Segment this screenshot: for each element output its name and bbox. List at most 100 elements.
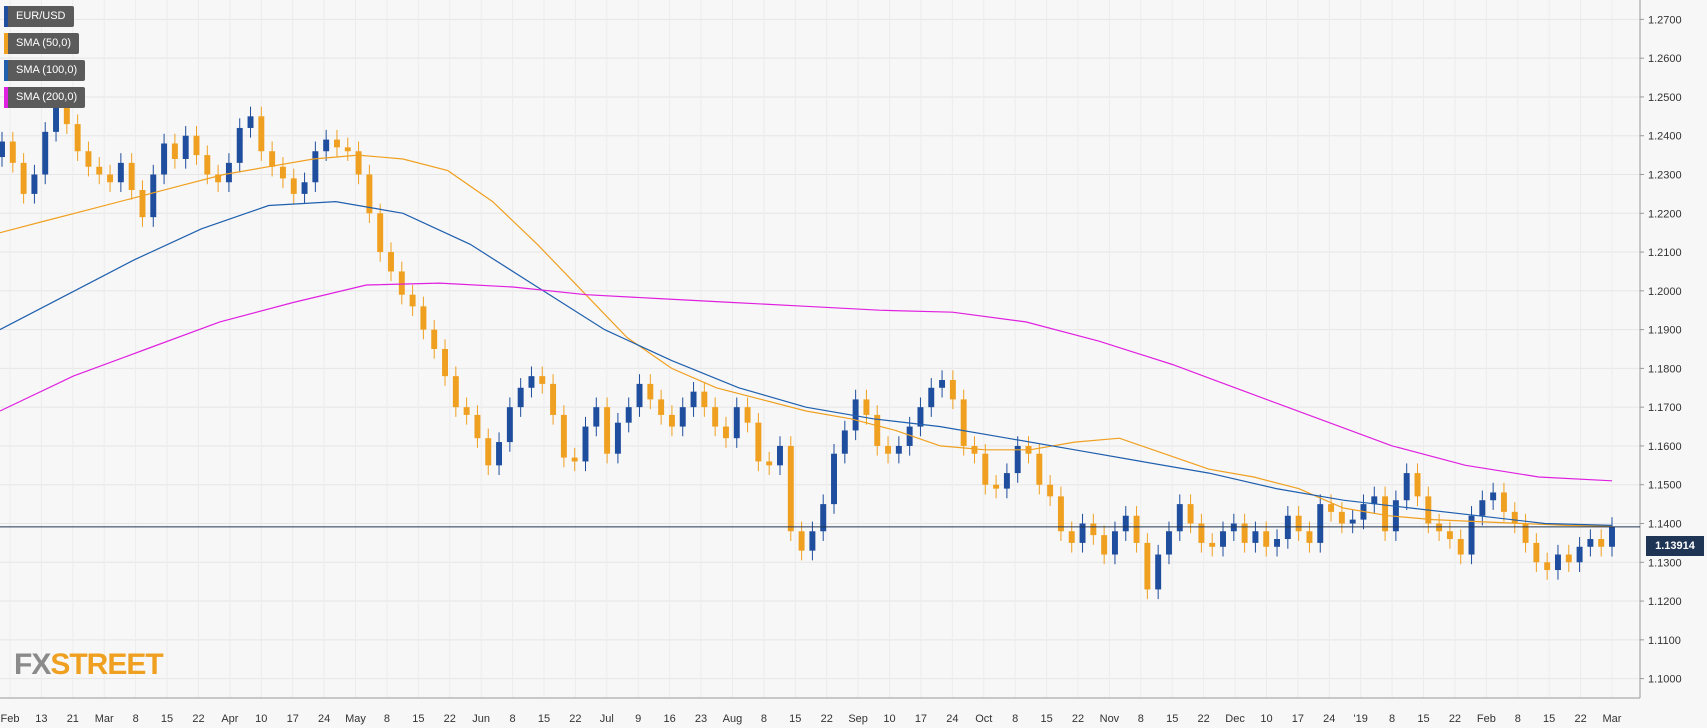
candle-body (1144, 542, 1151, 590)
candle-body (550, 383, 557, 415)
x-tick-label: 22 (569, 713, 581, 725)
candle-body (539, 376, 546, 384)
x-tick-label: 22 (1198, 713, 1210, 725)
candle-body (85, 151, 92, 167)
candle-body (1479, 500, 1486, 516)
candle-body (582, 426, 589, 462)
candle-body (1436, 523, 1443, 532)
candle-body (1382, 496, 1389, 532)
candle-body (420, 306, 427, 330)
current-price-tag: 1.13914 (1646, 536, 1704, 556)
candle-body (247, 116, 254, 128)
candle-body (463, 407, 470, 415)
candle-body (128, 162, 135, 191)
candle-body (53, 98, 59, 132)
legend-label: EUR/USD (16, 10, 66, 22)
candle-body (571, 457, 578, 462)
candle-body (1068, 531, 1075, 543)
x-tick-label: 22 (821, 713, 833, 725)
candle-body (690, 391, 697, 408)
legend-entry: SMA (50,0) (4, 33, 80, 54)
x-tick-label: 22 (192, 713, 204, 725)
candle-body (496, 442, 503, 466)
y-tick-label: 1.1400 (1648, 519, 1682, 531)
legend-swatch (4, 33, 8, 54)
legend-entry: EUR/USD (4, 6, 74, 27)
candle-body (971, 445, 978, 454)
candle-body (9, 141, 16, 163)
candle-body (1544, 562, 1551, 571)
legend-swatch (4, 60, 8, 81)
y-tick-label: 1.1900 (1648, 325, 1682, 337)
candle-body (787, 445, 794, 532)
candle-body (528, 376, 535, 388)
candle-body (279, 166, 286, 179)
x-tick-label: 24 (318, 713, 330, 725)
candle-body (236, 127, 243, 163)
y-tick-label: 1.1000 (1648, 674, 1682, 686)
x-tick-label: 8 (1515, 713, 1521, 725)
candle-body (1166, 531, 1172, 555)
candle-body (31, 174, 38, 194)
candle-body (355, 151, 362, 175)
candle-body (1295, 515, 1302, 532)
x-tick-label: 10 (883, 713, 895, 725)
x-tick-label: 17 (287, 713, 299, 725)
candle-body (269, 151, 276, 167)
candle-body (993, 484, 1000, 489)
candle-body (885, 445, 892, 454)
candle-body (182, 135, 189, 159)
x-tick-label: 24 (1323, 713, 1335, 725)
candle-body (1101, 535, 1108, 555)
candle-body (1392, 500, 1399, 532)
x-tick-label: 16 (664, 713, 676, 725)
candle-body (333, 139, 340, 148)
x-tick-label: 8 (1138, 713, 1144, 725)
candle-body (1241, 523, 1248, 543)
candle-body (939, 380, 946, 388)
candle-body (1555, 554, 1561, 571)
legend-label: SMA (200,0) (16, 91, 78, 103)
candle-body (377, 213, 384, 253)
candle-body (1284, 515, 1291, 540)
x-tick-label: Jul (600, 713, 614, 725)
x-tick-label: 8 (133, 713, 139, 725)
candle-body (117, 162, 124, 183)
x-tick-label: 8 (761, 713, 767, 725)
candle-body (215, 174, 222, 183)
candle-body (474, 414, 481, 439)
sma-100-line (0, 200, 1613, 526)
candle-body (398, 271, 405, 295)
candle-body (647, 383, 654, 400)
candle-body (193, 135, 200, 156)
fxstreet-logo: FXSTREET (14, 648, 164, 681)
candle-body (614, 422, 621, 454)
x-tick-label: 17 (1292, 713, 1304, 725)
candle-body (733, 407, 740, 439)
legend-swatch (4, 87, 8, 108)
candle-body (928, 387, 935, 408)
candle-body (388, 252, 394, 272)
x-tick-label: 24 (946, 713, 958, 725)
candle-body (841, 430, 848, 454)
candle-body (150, 174, 157, 218)
candle-body (560, 414, 567, 458)
candle-body (1187, 504, 1194, 524)
candle-body (1090, 523, 1097, 536)
x-tick-label: 22 (444, 713, 456, 725)
legend-label: SMA (100,0) (16, 64, 78, 76)
candle-body (679, 407, 686, 427)
candle-body (712, 407, 719, 427)
y-tick-label: 1.1700 (1648, 402, 1682, 414)
candle-body (301, 182, 308, 194)
x-tick-label: 13 (35, 713, 47, 725)
x-tick-label: 15 (161, 713, 173, 725)
x-tick-label: Aug (723, 713, 743, 725)
candle-body (1252, 531, 1259, 543)
candle-body (225, 162, 232, 183)
x-tick-label: 15 (538, 713, 550, 725)
candle-body (1522, 523, 1529, 543)
candle-body (1371, 496, 1378, 505)
x-tick-label: 10 (255, 713, 267, 725)
